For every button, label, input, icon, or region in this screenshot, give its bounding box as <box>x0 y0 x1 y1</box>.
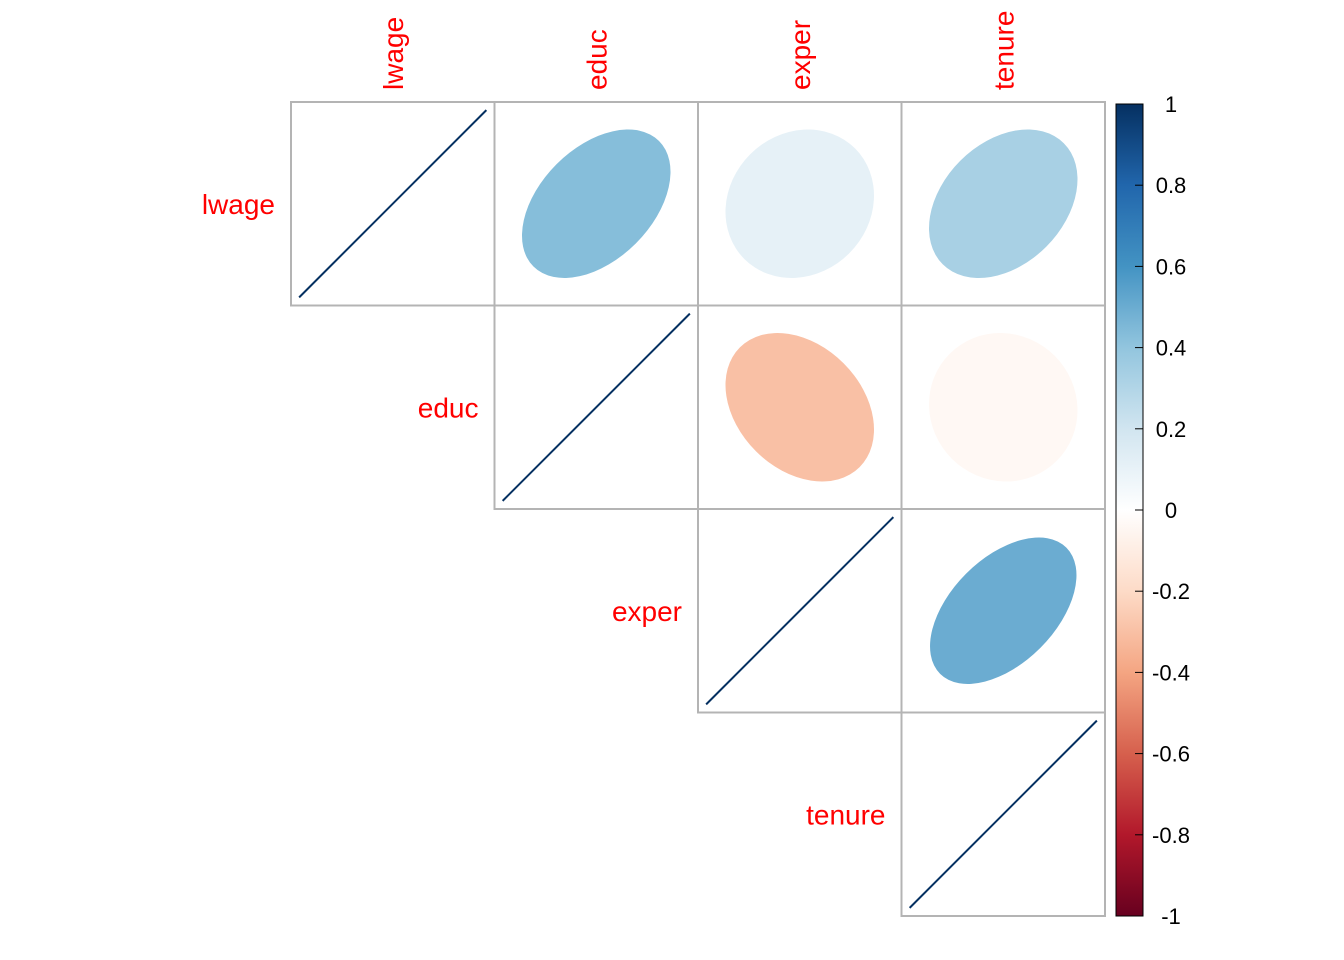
column-labels: lwage educ exper tenure <box>378 11 1020 90</box>
row-label-lwage: lwage <box>202 189 275 220</box>
colorbar-ticks: 1 0.8 0.6 0.4 0.2 0 -0.2 -0.4 -0.6 -0.8 -1 <box>1135 92 1190 929</box>
colorbar-tick-label: -0.2 <box>1152 579 1190 604</box>
row-label-exper: exper <box>612 596 682 627</box>
ellipse-exper-tenure <box>930 537 1077 684</box>
row-label-tenure: tenure <box>806 799 885 830</box>
ellipse-lwage-exper <box>725 129 875 279</box>
colorbar-tick-label: 0.4 <box>1156 336 1187 361</box>
cells-layer <box>290 101 1106 917</box>
colorbar-tick-label: -0.8 <box>1152 823 1190 848</box>
ellipse-educ-tenure <box>928 332 1078 482</box>
colorbar-tick-label: -0.4 <box>1152 660 1190 685</box>
diagonal-line-exper <box>705 516 895 706</box>
colorbar-tick-label: 0.6 <box>1156 254 1187 279</box>
diagonal-line-educ <box>501 312 691 502</box>
colorbar-tick-label: -1 <box>1161 904 1181 929</box>
ellipse-lwage-educ <box>521 129 671 279</box>
colorbar-tick-label: 0.8 <box>1156 173 1187 198</box>
colorbar-tick-label: 0 <box>1165 498 1177 523</box>
row-label-educ: educ <box>418 392 479 423</box>
col-label-exper: exper <box>785 20 816 90</box>
diagonal-line-tenure <box>908 719 1098 909</box>
col-label-lwage: lwage <box>378 17 409 90</box>
col-label-educ: educ <box>581 29 612 90</box>
colorbar: 1 0.8 0.6 0.4 0.2 0 -0.2 -0.4 -0.6 -0.8 -1 <box>1115 92 1190 929</box>
colorbar-tick-label: -0.6 <box>1152 742 1190 767</box>
colorbar-tick-label: 0.2 <box>1156 417 1187 442</box>
cell-tenure-tenure <box>900 711 1106 917</box>
ellipse-lwage-tenure <box>928 129 1078 279</box>
colorbar-tick-label: 1 <box>1165 92 1177 117</box>
diagonal-line-lwage <box>298 109 488 299</box>
col-label-tenure: tenure <box>988 11 1019 90</box>
row-labels: lwage educ exper tenure <box>202 189 886 831</box>
ellipse-educ-exper <box>725 332 875 482</box>
